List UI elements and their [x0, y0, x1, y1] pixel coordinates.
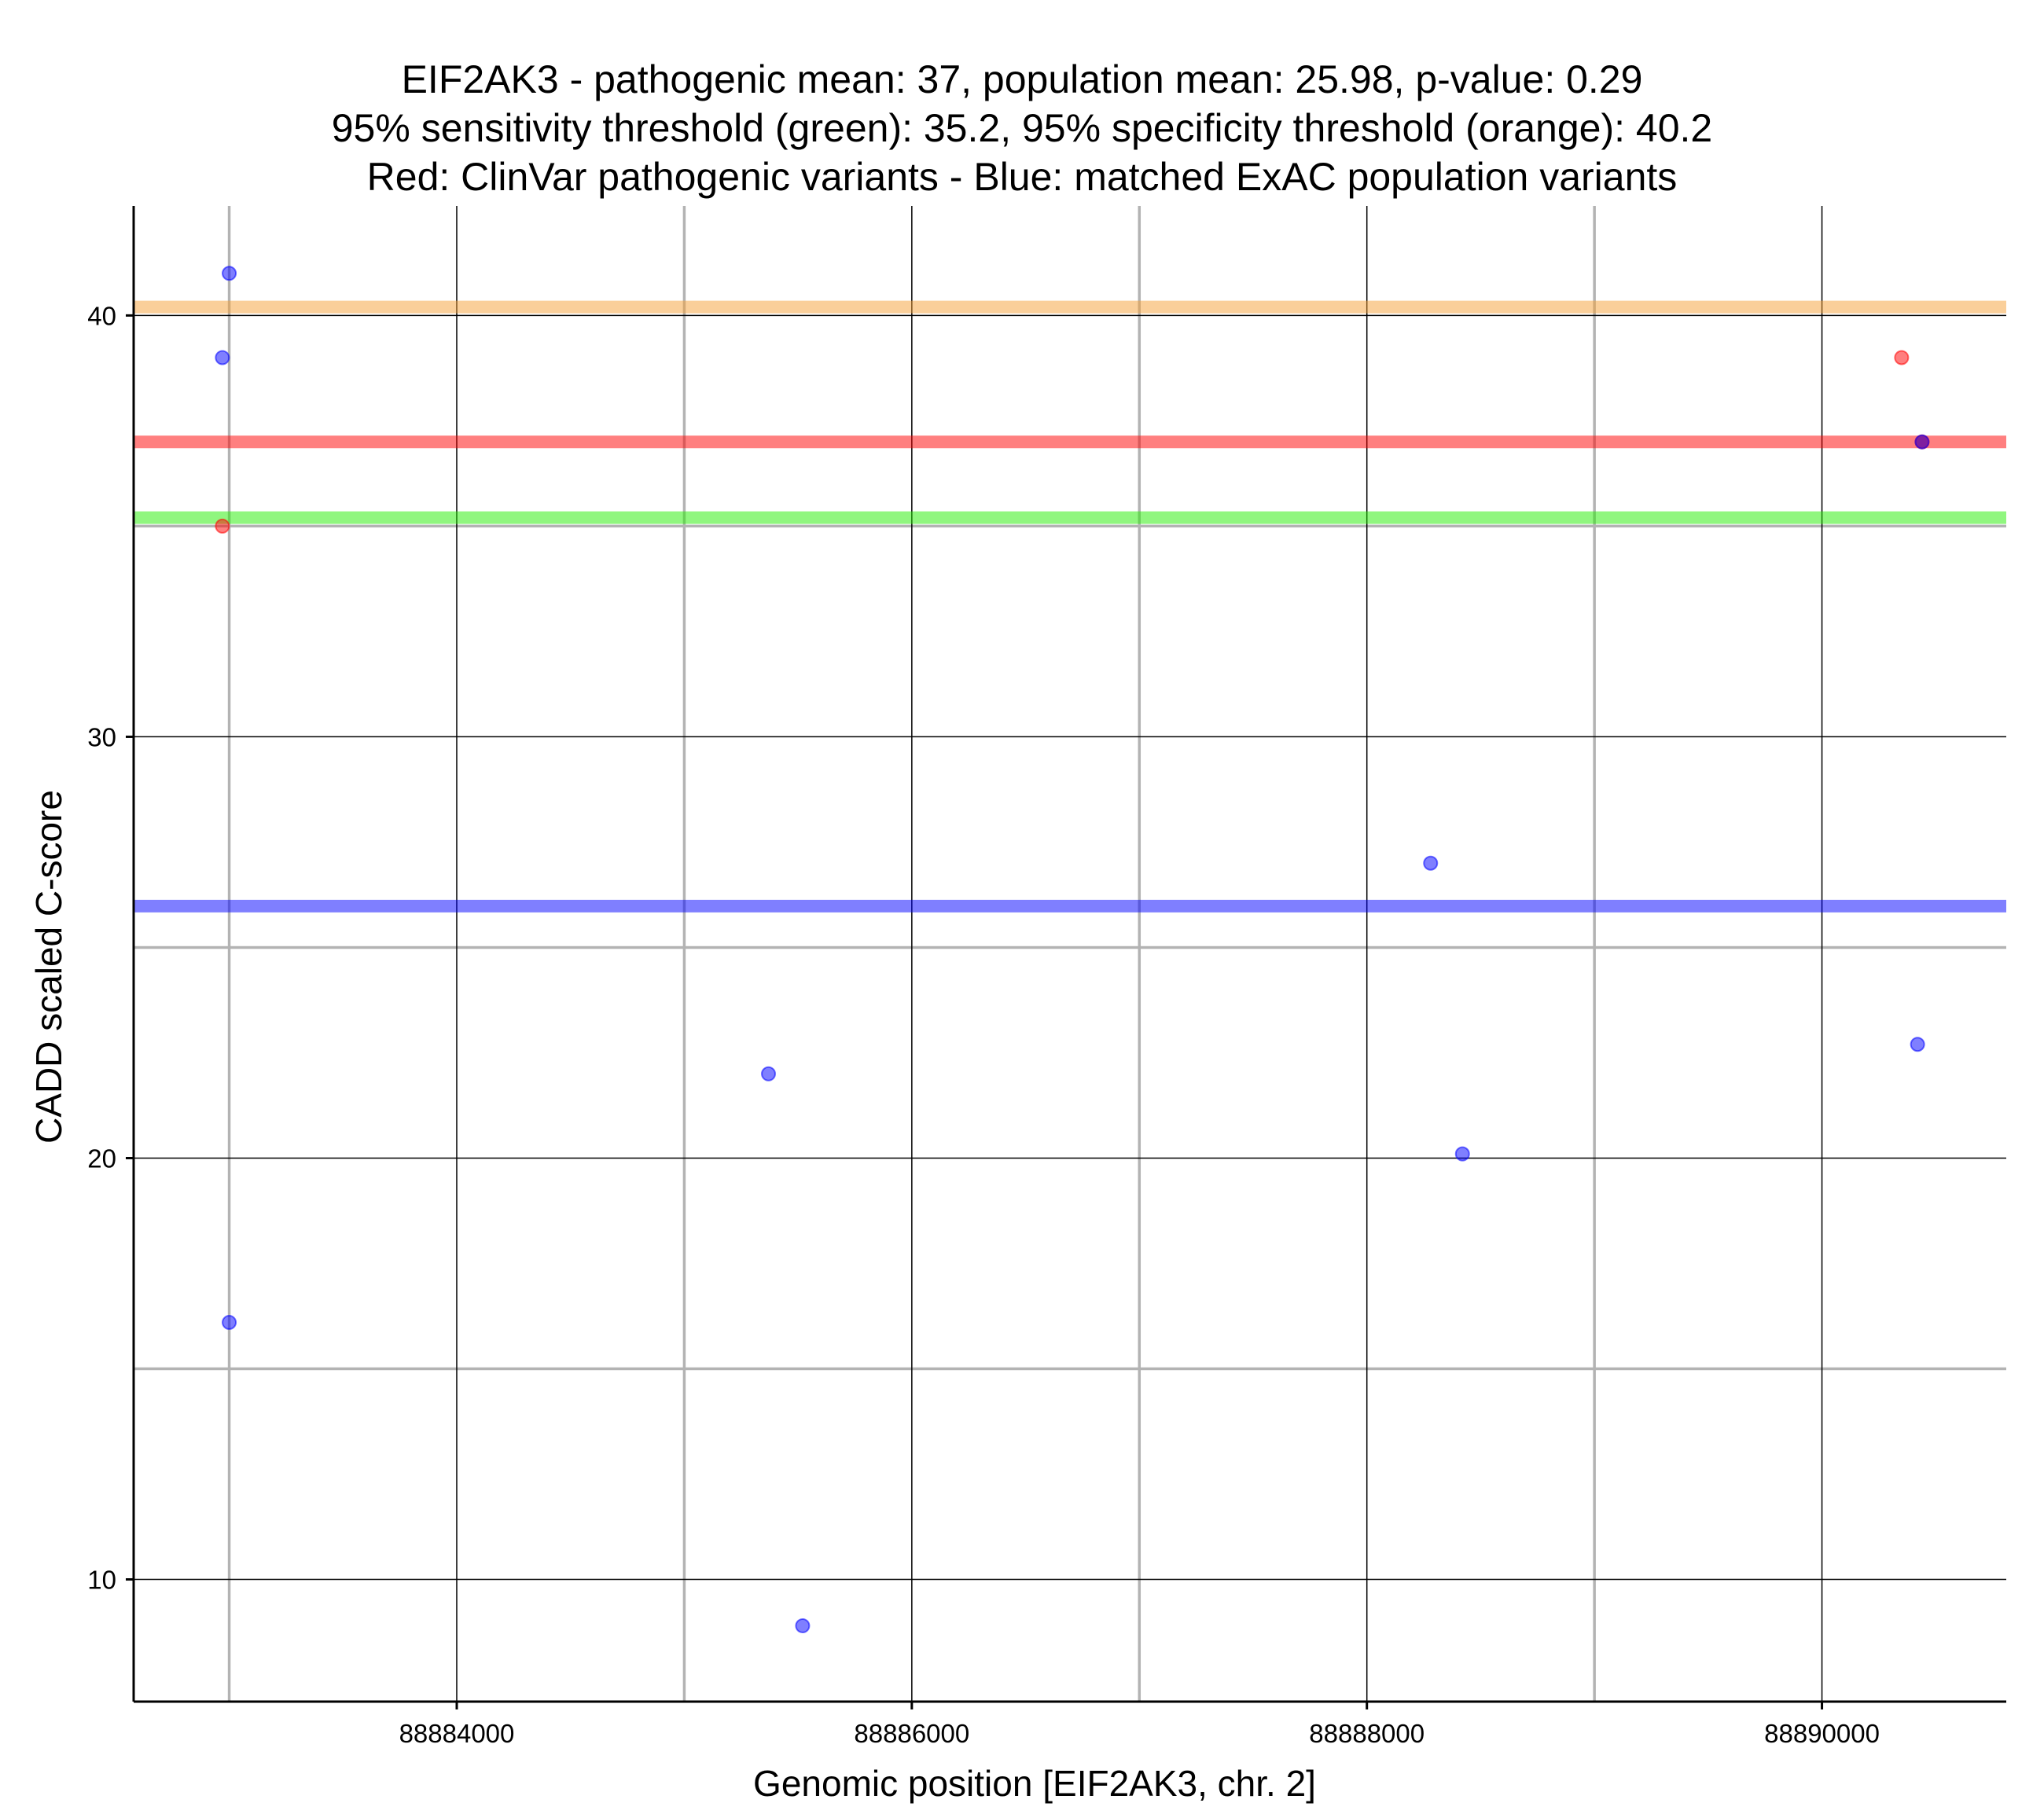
y-tick-label: 20	[87, 1144, 116, 1173]
gridlines	[134, 206, 2006, 1702]
x-tick-label: 88888000	[1309, 1719, 1425, 1748]
population-point	[222, 266, 237, 281]
chart-title: EIF2AK3 - pathogenic mean: 37, populatio…	[332, 57, 1712, 199]
pathogenic-point	[1894, 350, 1910, 365]
chart-title-line-1: EIF2AK3 - pathogenic mean: 37, populatio…	[402, 57, 1643, 101]
population-point	[222, 1315, 237, 1331]
population-point	[215, 350, 230, 365]
axes	[126, 206, 2006, 1709]
x-tick-label: 88884000	[399, 1719, 515, 1748]
population-point	[1454, 1146, 1470, 1162]
population-point	[1910, 1037, 1925, 1052]
x-axis-title: Genomic position [EIF2AK3, chr. 2]	[753, 1763, 1316, 1804]
population-point	[1914, 434, 1930, 450]
y-tick-label: 30	[87, 722, 116, 751]
y-axis-title: CADD scaled C-score	[28, 790, 69, 1144]
reference-lines	[134, 300, 2006, 913]
population-point	[1423, 855, 1439, 871]
y-tick-label: 40	[87, 301, 116, 330]
data-points	[215, 266, 1930, 1634]
chart-title-line-3: Red: ClinVar pathogenic variants - Blue:…	[367, 155, 1678, 199]
population-point	[795, 1618, 811, 1634]
population-point	[761, 1066, 777, 1081]
x-tick-label: 88890000	[1764, 1719, 1880, 1748]
y-tick-label: 10	[87, 1566, 116, 1595]
pathogenic-point	[215, 518, 230, 534]
chart-title-line-2: 95% sensitivity threshold (green): 35.2,…	[332, 106, 1712, 150]
x-tick-label: 88886000	[854, 1719, 969, 1748]
tick-labels: 10 20 30 40 88884000 88886000 88888000 88890000	[87, 301, 1880, 1748]
